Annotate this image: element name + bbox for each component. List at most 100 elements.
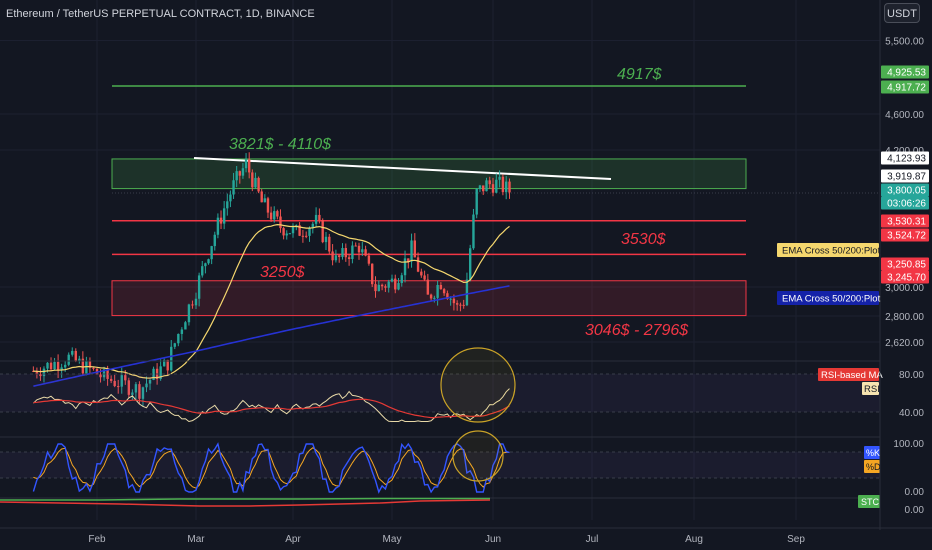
candle-body bbox=[138, 384, 141, 399]
indicator-tag-text: EMA Cross 50/200:Plot bbox=[782, 246, 881, 257]
candle-body bbox=[364, 249, 367, 256]
candle-body bbox=[423, 275, 426, 280]
candle-body bbox=[99, 374, 102, 378]
candle-body bbox=[46, 362, 49, 369]
candle-body bbox=[285, 233, 288, 236]
candle-body bbox=[318, 214, 321, 221]
stoch-tick-label: 100.00 bbox=[893, 439, 924, 450]
candle-body bbox=[351, 245, 354, 260]
time-tick-label: Feb bbox=[88, 534, 106, 545]
candles bbox=[32, 152, 511, 407]
indicator-tag-text: EMA Cross 50/200:Plot bbox=[782, 294, 881, 305]
indicator-tag: EMA Cross 50/200:Plot bbox=[777, 291, 881, 305]
time-tick-label: Sep bbox=[787, 534, 805, 545]
candle-body bbox=[426, 279, 430, 295]
candle-body bbox=[433, 297, 436, 299]
candle-body bbox=[229, 194, 232, 202]
candle-body bbox=[63, 364, 67, 368]
stoch-pane[interactable]: 100.00 0.00 %K %D bbox=[0, 430, 925, 498]
price-label-text: 4,917.72 bbox=[887, 83, 926, 94]
rsi-highlight-circle bbox=[440, 347, 516, 423]
candle-body bbox=[361, 249, 364, 253]
candle-body bbox=[354, 245, 357, 247]
candle-body bbox=[260, 191, 263, 203]
trend-line bbox=[193, 157, 612, 180]
candle-body bbox=[67, 354, 70, 365]
candle-body bbox=[491, 184, 495, 193]
candle-body bbox=[371, 263, 374, 285]
candle-body bbox=[56, 361, 60, 371]
candle-body bbox=[152, 368, 155, 380]
candle-body bbox=[439, 284, 443, 290]
ema200-line bbox=[33, 285, 510, 387]
stc-pane[interactable]: STC 0.00 bbox=[0, 495, 924, 516]
candle-body bbox=[344, 248, 347, 258]
price-tick-label: 4,600.00 bbox=[885, 110, 924, 121]
candle-body bbox=[314, 214, 318, 224]
candle-body bbox=[394, 278, 397, 290]
candle-body bbox=[273, 211, 276, 220]
candle-body bbox=[420, 271, 423, 276]
price-label-bg bbox=[881, 169, 929, 183]
candle-body bbox=[127, 380, 131, 395]
price-label-tag: 4,925.53 bbox=[881, 65, 929, 79]
price-tick-label: 3,000.00 bbox=[885, 283, 924, 294]
candle-body bbox=[177, 333, 180, 344]
candle-body bbox=[367, 255, 371, 264]
resistance-zone-label: 3821$ - 4110$ bbox=[229, 136, 332, 153]
candle-body bbox=[81, 358, 85, 374]
price-label-text: 3,800.05 bbox=[887, 186, 926, 197]
stoch-tick-label: 0.00 bbox=[905, 487, 925, 498]
candle-body bbox=[279, 216, 282, 229]
candle-body bbox=[222, 208, 226, 224]
candle-body bbox=[482, 185, 485, 192]
candle-body bbox=[219, 217, 223, 224]
rsi-pane[interactable]: 80.00 40.00 RSI-based MA RSI bbox=[0, 347, 924, 423]
candle-body bbox=[102, 369, 106, 378]
time-tick-label: Mar bbox=[187, 534, 205, 545]
price-label-text: 3,524.72 bbox=[887, 231, 926, 242]
candle-body bbox=[446, 293, 449, 299]
candle-body bbox=[455, 303, 459, 305]
candle-body bbox=[170, 346, 173, 371]
candle-body bbox=[478, 185, 482, 189]
candle-body bbox=[204, 263, 207, 267]
stc-tick-label: 0.00 bbox=[905, 505, 925, 516]
candle-body bbox=[429, 294, 433, 299]
stoch-k-legend-bg bbox=[864, 446, 880, 459]
price-label-bg bbox=[881, 151, 929, 165]
candle-body bbox=[117, 386, 120, 388]
candle-body bbox=[324, 236, 328, 243]
candle-body bbox=[106, 369, 109, 379]
candle-body bbox=[436, 284, 439, 298]
candle-body bbox=[213, 234, 216, 247]
stc-line-green bbox=[0, 497, 490, 501]
stoch-d-legend: %D bbox=[866, 462, 881, 472]
candle-body bbox=[247, 159, 251, 173]
indicator-tag-bg bbox=[777, 291, 879, 305]
candle-body bbox=[288, 233, 292, 235]
candle-body bbox=[226, 201, 229, 209]
candle-body bbox=[442, 289, 446, 294]
ema50-line bbox=[33, 223, 510, 379]
candle-body bbox=[472, 214, 475, 249]
candle-body bbox=[475, 188, 478, 215]
stc-legend: STC bbox=[861, 497, 880, 507]
price-label-tag: 3,919.87 bbox=[881, 169, 929, 183]
price-label-tag: 4,917.72 bbox=[881, 80, 929, 94]
candle-body bbox=[210, 246, 213, 260]
candle-body bbox=[238, 171, 242, 176]
time-tick-label: Apr bbox=[285, 534, 301, 545]
candle-body bbox=[184, 322, 187, 330]
stoch-k-line bbox=[32, 442, 510, 494]
candle-body bbox=[173, 343, 176, 347]
price-label-bg bbox=[881, 270, 929, 284]
candle-body bbox=[328, 236, 331, 252]
candle-body bbox=[390, 278, 394, 282]
price-tick-label: 2,800.00 bbox=[885, 312, 924, 323]
candle-body bbox=[113, 380, 116, 387]
candle-body bbox=[305, 235, 308, 237]
time-tick-label: Aug bbox=[685, 534, 703, 545]
currency-button[interactable]: USDT bbox=[884, 3, 920, 23]
